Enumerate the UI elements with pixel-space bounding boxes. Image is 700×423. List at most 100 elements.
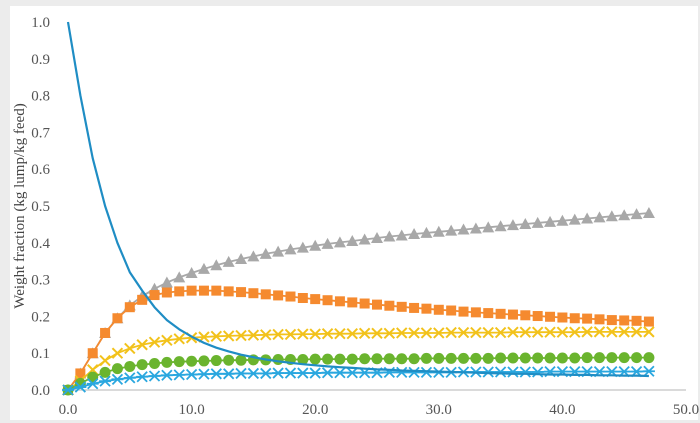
data-point (482, 326, 494, 339)
data-point (346, 367, 359, 379)
data-point (618, 209, 631, 221)
data-point (124, 302, 135, 313)
data-point (284, 367, 297, 379)
data-point (210, 259, 223, 271)
data-point (371, 327, 383, 340)
series-layer (62, 21, 655, 396)
data-point (445, 352, 457, 364)
data-point (310, 294, 321, 305)
y-tick-label: 0.3 (31, 273, 50, 289)
data-point (260, 289, 271, 300)
data-point (631, 352, 643, 364)
data-point (408, 327, 420, 339)
data-point (630, 208, 643, 220)
data-point (359, 298, 370, 309)
data-point (285, 291, 296, 302)
data-point (396, 353, 408, 365)
data-point (631, 315, 642, 326)
data-point (395, 366, 408, 378)
data-point (222, 330, 235, 342)
data-point (507, 309, 518, 320)
data-point (581, 352, 593, 364)
data-point (210, 330, 223, 342)
data-point (458, 352, 470, 364)
data-point (482, 221, 495, 233)
data-point (371, 353, 383, 365)
data-point (618, 326, 630, 338)
data-point (569, 313, 580, 324)
y-tick-label: 0.1 (31, 346, 50, 362)
data-point (519, 366, 532, 378)
data-point (284, 243, 297, 255)
data-point (458, 306, 469, 317)
data-point (495, 308, 506, 319)
data-point (358, 327, 371, 340)
data-point (630, 326, 643, 338)
data-point (99, 354, 111, 367)
data-point (395, 229, 408, 241)
data-point (272, 367, 285, 379)
data-point (173, 333, 185, 345)
data-point (606, 326, 618, 338)
data-point (581, 326, 593, 338)
data-point (334, 296, 345, 307)
data-point (333, 367, 346, 379)
x-tick-label: 30.0 (426, 402, 452, 418)
data-point (359, 353, 371, 365)
data-point (421, 303, 432, 314)
data-point (346, 234, 359, 246)
data-point (186, 355, 198, 367)
data-point (372, 299, 382, 310)
data-point (136, 371, 149, 383)
y-tick-label: 0.4 (31, 236, 50, 252)
y-tick-label: 0.9 (31, 52, 50, 68)
data-point (333, 236, 346, 248)
data-point (235, 367, 248, 380)
data-point (248, 288, 259, 299)
data-point (606, 352, 618, 364)
data-point (569, 352, 581, 364)
x-axis-tick-labels: 0.0 10.0 20.0 30.0 40.0 50.0 (59, 402, 700, 418)
data-point (123, 372, 136, 384)
series-0 (66, 21, 649, 378)
data-point (160, 276, 173, 288)
data-point (111, 347, 124, 359)
data-point (309, 353, 321, 365)
data-point (223, 354, 235, 366)
y-tick-label: 0.7 (31, 125, 50, 141)
data-point (296, 241, 309, 253)
data-point (507, 326, 519, 338)
data-point (594, 314, 605, 325)
data-point (149, 290, 160, 301)
data-point (99, 366, 111, 378)
data-point (197, 368, 210, 380)
data-point (383, 327, 396, 340)
data-point (260, 329, 272, 341)
data-point (174, 286, 185, 297)
data-point (321, 367, 334, 379)
data-point (309, 367, 322, 379)
data-point (383, 230, 396, 242)
data-point (643, 326, 655, 338)
y-tick-label: 0.5 (31, 199, 50, 215)
data-point (556, 326, 569, 338)
y-axis-tick-labels: 0.0 0.1 0.2 0.3 0.4 0.5 0.6 0.7 0.8 0.9 1.0 (31, 15, 50, 399)
data-point (235, 252, 248, 264)
data-point (161, 356, 173, 368)
data-point (457, 223, 470, 235)
data-point (519, 326, 532, 338)
data-point (148, 336, 161, 348)
data-point (494, 326, 507, 339)
data-point (87, 348, 98, 359)
data-point (582, 313, 593, 324)
data-point (433, 352, 445, 364)
data-point (236, 287, 247, 298)
data-point (297, 353, 309, 365)
data-point (210, 368, 223, 380)
y-tick-label: 0.8 (31, 89, 50, 105)
data-point (272, 328, 284, 341)
data-point (445, 224, 458, 236)
data-point (409, 302, 420, 313)
data-point (445, 326, 457, 339)
